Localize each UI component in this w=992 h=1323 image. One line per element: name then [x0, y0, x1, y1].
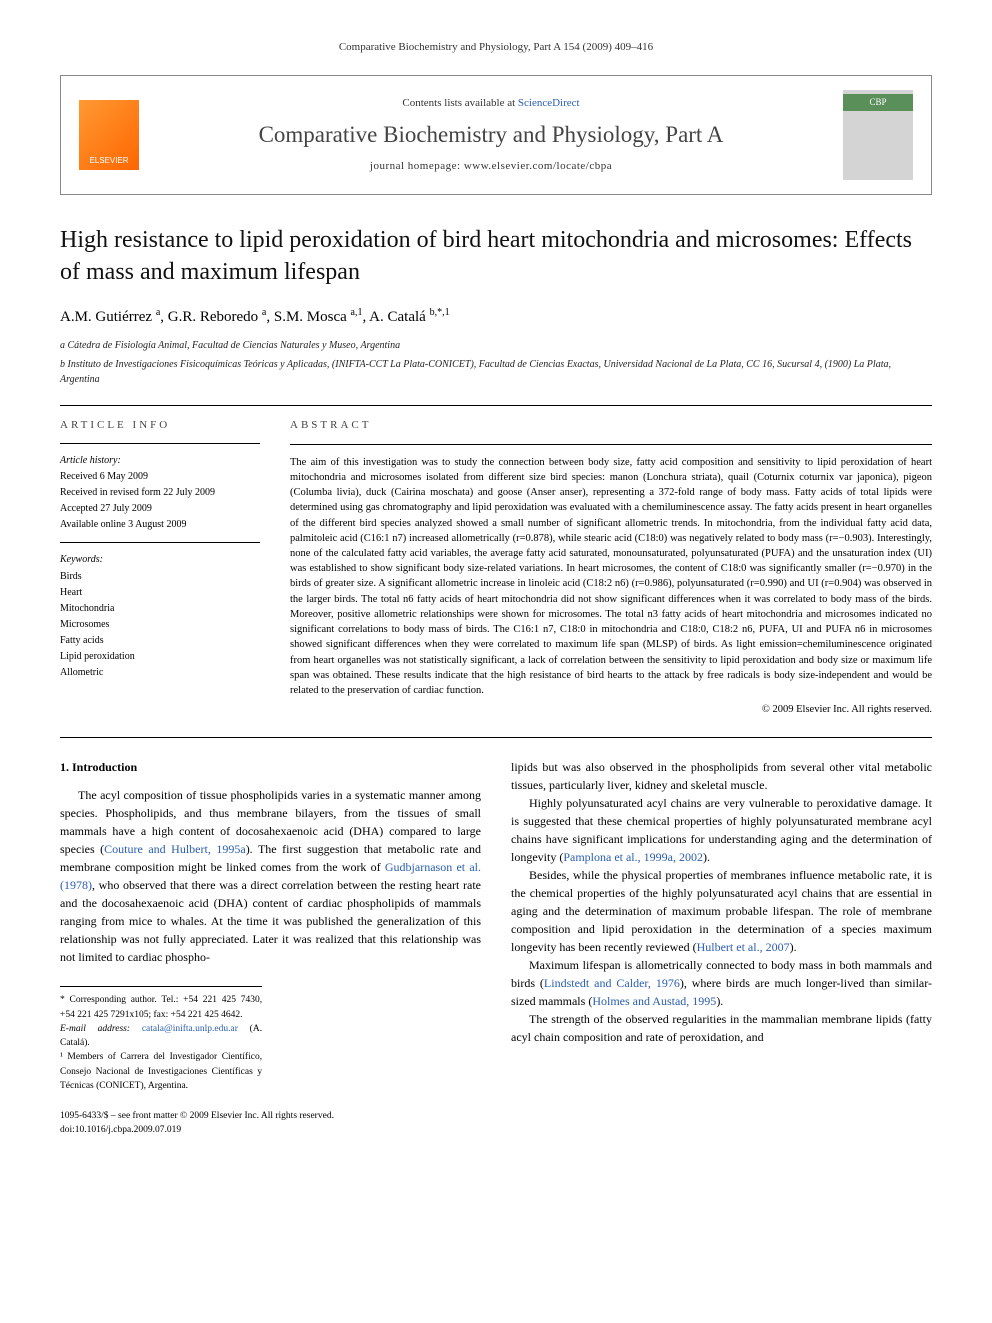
keyword: Mitochondria — [60, 601, 260, 617]
email-label: E-mail address: — [60, 1024, 142, 1034]
abstract-divider — [290, 444, 932, 445]
ref-link-pamplona[interactable]: Pamplona et al., 1999a, 2002 — [563, 850, 703, 864]
keyword: Birds — [60, 569, 260, 585]
publisher-logo: ELSEVIER — [79, 100, 139, 170]
col2-para-1: lipids but was also observed in the phos… — [511, 758, 932, 794]
running-header: Comparative Biochemistry and Physiology,… — [60, 40, 932, 55]
contents-prefix: Contents lists available at — [402, 97, 517, 109]
history-line: Available online 3 August 2009 — [60, 518, 260, 532]
column-right: lipids but was also observed in the phos… — [511, 758, 932, 1137]
col2-para-3: Besides, while the physical properties o… — [511, 866, 932, 956]
ref-link-hulbert[interactable]: Hulbert et al., 2007 — [697, 940, 790, 954]
footnote-corresponding: * Corresponding author. Tel.: +54 221 42… — [60, 993, 262, 1022]
column-left: 1. Introduction The acyl composition of … — [60, 758, 481, 1137]
footer-issn: 1095-6433/$ – see front matter © 2009 El… — [60, 1109, 481, 1123]
intro-para-1: The acyl composition of tissue phospholi… — [60, 786, 481, 966]
ref-link-lindstedt[interactable]: Lindstedt and Calder, 1976 — [544, 976, 680, 990]
ref-link-holmes[interactable]: Holmes and Austad, 1995 — [592, 994, 716, 1008]
abstract-heading: ABSTRACT — [290, 418, 932, 434]
article-info-col: ARTICLE INFO Article history: Received 6… — [60, 418, 260, 718]
abstract-copyright: © 2009 Elsevier Inc. All rights reserved… — [290, 702, 932, 717]
ref-link-couture[interactable]: Couture and Hulbert, 1995a — [104, 842, 246, 856]
keyword: Fatty acids — [60, 633, 260, 649]
article-title: High resistance to lipid peroxidation of… — [60, 225, 932, 287]
footnotes-block: * Corresponding author. Tel.: +54 221 42… — [60, 986, 262, 1093]
keywords-label: Keywords: — [60, 553, 260, 567]
info-abstract-row: ARTICLE INFO Article history: Received 6… — [60, 418, 932, 718]
info-divider-2 — [60, 542, 260, 543]
abstract-text: The aim of this investigation was to stu… — [290, 455, 932, 699]
col2-para-4: Maximum lifespan is allometrically conne… — [511, 956, 932, 1010]
history-line: Accepted 27 July 2009 — [60, 502, 260, 516]
p4-post: ). — [716, 994, 723, 1008]
homepage-url: www.elsevier.com/locate/cbpa — [464, 160, 612, 172]
history-line: Received 6 May 2009 — [60, 470, 260, 484]
keyword: Allometric — [60, 665, 260, 681]
sciencedirect-link[interactable]: ScienceDirect — [518, 97, 580, 109]
journal-banner: ELSEVIER Contents lists available at Sci… — [60, 75, 932, 195]
info-divider-1 — [60, 443, 260, 444]
article-info-heading: ARTICLE INFO — [60, 418, 260, 433]
journal-cover-thumb: CBP — [843, 90, 913, 180]
affiliation: b Instituto de Investigaciones Fisicoquí… — [60, 357, 932, 387]
keyword: Heart — [60, 585, 260, 601]
banner-center: Contents lists available at ScienceDirec… — [159, 96, 823, 175]
affiliation: a Cátedra de Fisiología Animal, Facultad… — [60, 338, 932, 353]
abstract-col: ABSTRACT The aim of this investigation w… — [290, 418, 932, 718]
footnote-email: E-mail address: catala@inifta.unlp.edu.a… — [60, 1022, 262, 1051]
p3-post: ). — [790, 940, 797, 954]
keyword: Microsomes — [60, 617, 260, 633]
divider-top — [60, 405, 932, 406]
authors-line: A.M. Gutiérrez a, G.R. Reboredo a, S.M. … — [60, 306, 932, 328]
cover-badge: CBP — [843, 94, 913, 111]
history-line: Received in revised form 22 July 2009 — [60, 486, 260, 500]
divider-bottom — [60, 737, 932, 738]
footer-block: 1095-6433/$ – see front matter © 2009 El… — [60, 1109, 481, 1138]
history-label: Article history: — [60, 454, 260, 468]
p2-post: ). — [703, 850, 710, 864]
email-link[interactable]: catala@inifta.unlp.edu.ar — [142, 1024, 238, 1034]
p1-post: , who observed that there was a direct c… — [60, 878, 481, 964]
homepage-line: journal homepage: www.elsevier.com/locat… — [159, 159, 823, 174]
body-columns: 1. Introduction The acyl composition of … — [60, 758, 932, 1137]
contents-line: Contents lists available at ScienceDirec… — [159, 96, 823, 111]
journal-title: Comparative Biochemistry and Physiology,… — [159, 119, 823, 151]
footer-doi: doi:10.1016/j.cbpa.2009.07.019 — [60, 1123, 481, 1137]
keyword: Lipid peroxidation — [60, 649, 260, 665]
col2-para-2: Highly polyunsaturated acyl chains are v… — [511, 794, 932, 866]
col2-para-5: The strength of the observed regularitie… — [511, 1010, 932, 1046]
section-heading-intro: 1. Introduction — [60, 758, 481, 776]
footnote-member: ¹ Members of Carrera del Investigador Ci… — [60, 1050, 262, 1093]
homepage-prefix: journal homepage: — [370, 160, 464, 172]
